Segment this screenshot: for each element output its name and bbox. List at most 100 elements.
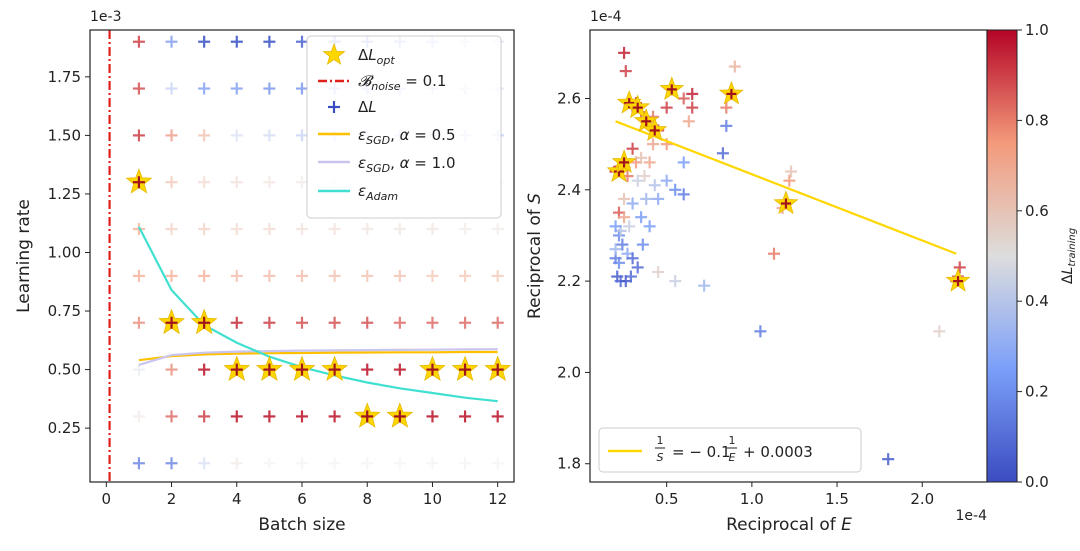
- delta-l-marker: [198, 269, 211, 282]
- training-point: [616, 238, 629, 251]
- colorbar-tick-label: 0.6: [1025, 202, 1049, 220]
- right-x-tick-label: 2.0: [910, 490, 934, 508]
- left-x-tick-label: 12: [488, 490, 507, 508]
- opt-marker: [953, 276, 964, 287]
- delta-l-marker: [296, 457, 308, 470]
- training-point: [933, 325, 946, 338]
- training-point: [652, 265, 665, 278]
- delta-l-marker: [165, 223, 178, 236]
- left-y-tick-label: 1.50: [48, 126, 81, 144]
- left-y-tick-label: 1.75: [48, 68, 81, 86]
- training-point: [626, 197, 639, 210]
- delta-l-marker: [491, 223, 504, 236]
- right-x-tick-label: 0.5: [655, 490, 679, 508]
- delta-l-marker: [165, 82, 178, 95]
- delta-l-marker: [328, 223, 341, 236]
- delta-l-marker: [491, 457, 504, 470]
- legend-plus-swatch: [328, 101, 340, 113]
- left-y-tick-label: 0.25: [48, 419, 81, 437]
- left-x-tick-label: 6: [297, 490, 307, 508]
- delta-l-marker: [296, 223, 308, 236]
- delta-l-marker: [132, 129, 145, 142]
- training-point: [660, 101, 673, 114]
- delta-l-opt-marker: [230, 363, 243, 376]
- right-legend-box: [598, 427, 862, 473]
- training-point: [638, 170, 651, 183]
- right-y-tick-label: 2.6: [557, 89, 581, 107]
- series-line-0: [138, 350, 498, 362]
- training-point: [698, 279, 711, 292]
- delta-l-marker: [459, 223, 472, 236]
- training-point: [648, 179, 661, 192]
- left-y-axis-label: Learning rate: [14, 199, 34, 313]
- delta-l-marker: [361, 316, 374, 329]
- delta-l-marker: [263, 410, 276, 423]
- left-y-tick-label: 1.00: [48, 243, 81, 261]
- delta-l-marker: [328, 457, 341, 470]
- delta-l-marker: [132, 457, 145, 470]
- left-x-tick-label: 10: [423, 490, 442, 508]
- delta-l-marker: [198, 410, 211, 423]
- opt-marker: [666, 84, 677, 95]
- training-point: [882, 453, 895, 466]
- legend-b-noise: 𝓑noise = 0.1: [358, 72, 446, 93]
- delta-l-marker: [459, 269, 472, 282]
- svg-text:S: S: [657, 451, 664, 464]
- right-chart: 1e-4 0.5 1.0 1.5 2.0 1.8 2.0 2.2 2.4 2.6 1e-4 Re…: [525, 9, 1078, 535]
- delta-l-marker: [230, 35, 243, 48]
- opt-marker: [780, 198, 791, 209]
- right-x-tick-label: 1.0: [740, 490, 764, 508]
- left-y-multiplier: 1e-3: [90, 9, 121, 25]
- training-point: [785, 165, 798, 178]
- delta-l-marker: [198, 457, 211, 470]
- delta-l-marker: [263, 129, 276, 142]
- delta-l-marker: [426, 457, 439, 470]
- delta-l-marker: [132, 269, 145, 282]
- delta-l-marker: [491, 410, 504, 423]
- delta-l-marker: [198, 129, 211, 142]
- legend-star-swatch: [322, 42, 346, 65]
- training-point: [623, 220, 636, 233]
- left-x-tick-label: 4: [232, 490, 242, 508]
- right-x-multiplier: 1e-4: [956, 508, 988, 524]
- left-x-tick-label: 2: [167, 490, 177, 508]
- left-y-tick-label: 0.75: [48, 302, 81, 320]
- delta-l-opt-marker: [165, 316, 178, 329]
- training-point: [635, 151, 648, 164]
- delta-l-marker: [491, 269, 504, 282]
- opt-marker: [632, 102, 643, 113]
- training-point: [768, 247, 781, 260]
- training-point: [619, 65, 632, 78]
- delta-l-marker: [361, 269, 374, 282]
- delta-l-marker: [296, 269, 308, 282]
- training-point: [618, 46, 631, 59]
- training-point: [783, 174, 796, 187]
- right-axes-frame: [589, 29, 988, 483]
- right-x-axis-label: Reciprocal of E: [726, 515, 852, 535]
- left-legend: ΔLopt 𝓑noise = 0.1 ΔL εSGD, α = 0.5 εSGD…: [306, 35, 502, 219]
- training-point: [612, 256, 625, 269]
- delta-l-marker: [230, 457, 243, 470]
- fit-line: [615, 120, 957, 255]
- delta-l-marker: [263, 35, 276, 48]
- training-point: [643, 156, 656, 169]
- right-y-tick-label: 1.8: [557, 455, 581, 473]
- delta-l-marker: [393, 363, 406, 376]
- legend-delta-l: ΔL: [358, 98, 377, 116]
- training-point: [631, 261, 644, 274]
- delta-l-opt-marker: [361, 410, 374, 423]
- delta-l-marker: [165, 35, 178, 48]
- left-x-tick-label: 8: [362, 490, 372, 508]
- delta-l-marker: [426, 223, 439, 236]
- delta-l-marker: [132, 363, 145, 376]
- delta-l-marker: [263, 457, 276, 470]
- svg-text:1: 1: [657, 434, 664, 447]
- training-point: [669, 275, 682, 288]
- delta-l-marker: [230, 223, 243, 236]
- delta-l-marker: [426, 269, 439, 282]
- delta-l-marker: [198, 363, 211, 376]
- delta-l-marker: [328, 316, 341, 329]
- right-x-tick-label: 1.5: [825, 490, 849, 508]
- delta-l-marker: [361, 457, 374, 470]
